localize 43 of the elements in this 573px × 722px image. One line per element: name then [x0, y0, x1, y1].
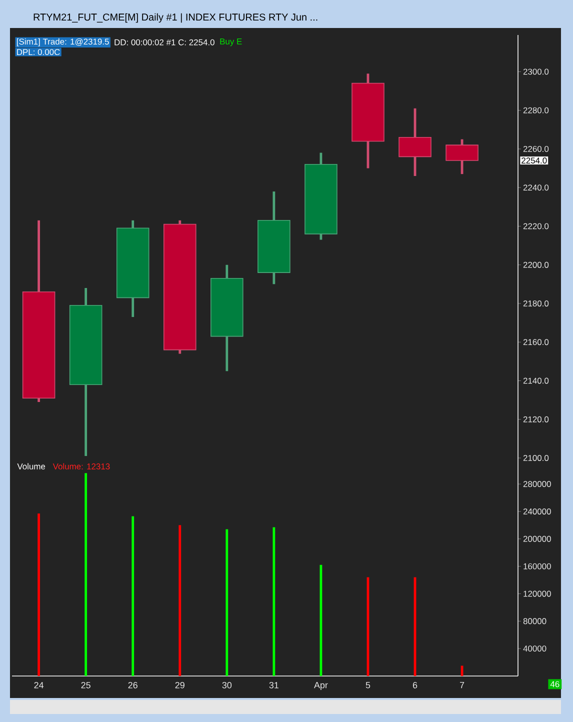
x-tick-label: 26 [128, 682, 138, 688]
y-tick-label: 40000 [523, 646, 546, 652]
x-tick-label: 29 [175, 682, 184, 688]
y-tick-label: 2240.0 [523, 184, 549, 191]
text: 2254.0 [522, 158, 547, 164]
y-tick-label: 160000 [524, 563, 551, 570]
y-tick-label: 2100.0 [523, 455, 549, 461]
bar [178, 525, 182, 676]
y-tick-label: 80000 [523, 618, 546, 624]
bar [272, 527, 276, 676]
x-tick-label: 30 [222, 682, 232, 688]
x-tick-label: 25 [81, 682, 90, 688]
bar [226, 529, 228, 676]
y-tick-label: 2180.0 [523, 300, 549, 306]
y-tick-label: 240000 [523, 508, 551, 514]
annotation: DPL: 0.00C [17, 49, 60, 56]
chart-title: RTYM21_FUT_CME[M] Daily #1 | INDEX FUTURES RTY Jun ... [34, 13, 318, 23]
y-tick-label: 2120.0 [523, 416, 549, 422]
x-tick-label: 24 [34, 682, 44, 688]
text: 46 [550, 681, 560, 688]
y-tick-label: 200000 [523, 536, 551, 542]
y-tick-label: 2220.0 [523, 223, 549, 230]
y-tick-label: 2260.0 [523, 146, 549, 152]
annotation: DD: 00:00:02 #1 C: 2254.0 [114, 39, 214, 46]
bar [132, 516, 134, 676]
y-tick-label: 280000 [523, 481, 551, 488]
x-tick-label: 7 [460, 682, 464, 688]
x-tick-label: 6 [412, 682, 418, 688]
bar [38, 514, 40, 676]
y-tick-label: 2160.0 [523, 339, 549, 346]
y-tick-label: 120000 [524, 590, 551, 597]
x-tick-label: Apr [314, 682, 328, 690]
chart-title: Volume [17, 463, 46, 470]
y-tick-label: 2200.0 [523, 262, 549, 268]
y-tick-label: 2280.0 [523, 107, 549, 114]
y-tick-label: 2300.0 [523, 68, 549, 75]
annotation: [Sim1] Trade: 1@2319.5 [17, 38, 109, 46]
x-tick-label: 5 [366, 682, 370, 688]
y-tick-label: 2140.0 [523, 378, 549, 384]
annotation: Volume: 12313 [52, 463, 110, 470]
x-tick-label: 31 [269, 682, 278, 688]
bar [84, 473, 88, 676]
annotation: Buy E [220, 38, 242, 46]
